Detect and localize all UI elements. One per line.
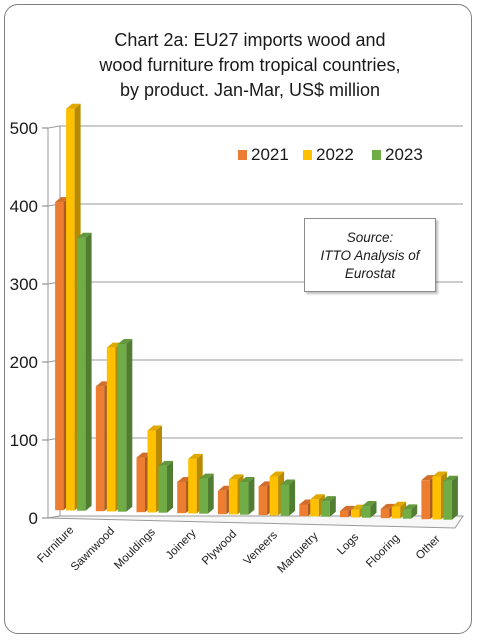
chart-title-line-3: by product. Jan-Mar, US$ million [119,80,381,100]
x-tick-label-mouldings: Mouldings [112,526,158,572]
y-axis: 0 100 200 300 400 500 [10,119,48,528]
chart-title-line-2: wood furniture from tropical countries, [99,55,401,75]
y-tick-label: 100 [10,431,38,450]
legend: 2021 2022 2023 [238,145,423,164]
chart-title: Chart 2a: EU27 imports wood and wood fur… [40,28,460,103]
x-tick-label-veneers: Veneers [242,529,281,568]
x-tick-label-plywood: Plywood [200,528,239,567]
legend-item-2021: 2021 [238,145,289,164]
bar-furniture-2023 [77,232,92,511]
bar-flooring-2023 [402,504,418,519]
bar-joinery-2023 [199,473,214,514]
legend-swatch [303,150,312,160]
bar-mouldings-2023 [158,460,173,513]
y-tick-label: 200 [10,353,38,372]
legend-item-2023: 2023 [372,145,423,164]
bar-other-2023 [443,475,458,520]
chart-title-line-1: Chart 2a: EU27 imports wood and [114,30,386,50]
bar-logs-2023 [362,501,377,518]
bar-veneers-2023 [280,479,296,516]
gridline-side [47,515,61,519]
x-tick-label-other: Other [414,533,443,562]
y-tick-label: 300 [10,275,38,294]
gridline-side [47,125,61,129]
bar-sawnwood-2023 [117,339,133,512]
x-tick-label-furniture: Furniture [35,524,76,565]
source-line-2: ITTO Analysis of [320,248,420,263]
x-tick-label-logs: Logs [335,531,361,557]
bar-marquetry-2023 [321,496,336,517]
legend-swatch [238,150,247,160]
source-line-1: Source: [346,230,394,245]
source-note: Source: ITTO Analysis of Eurostat [304,218,436,292]
x-tick-label-marquetry: Marquetry [276,530,321,575]
y-tick-label: 400 [10,197,38,216]
legend-label: 2022 [316,145,354,164]
x-tick-label-flooring: Flooring [364,532,402,570]
y-tick-label: 500 [10,119,38,138]
source-line-3: Eurostat [344,266,396,281]
legend-label: 2021 [251,145,289,164]
legend-label: 2023 [385,145,423,164]
legend-item-2022: 2022 [303,145,354,164]
bars [55,103,458,520]
y-tick-label: 0 [29,509,38,528]
x-tick-label-joinery: Joinery [164,527,199,562]
bar-plywood-2023 [239,476,255,515]
legend-swatch [372,150,381,160]
